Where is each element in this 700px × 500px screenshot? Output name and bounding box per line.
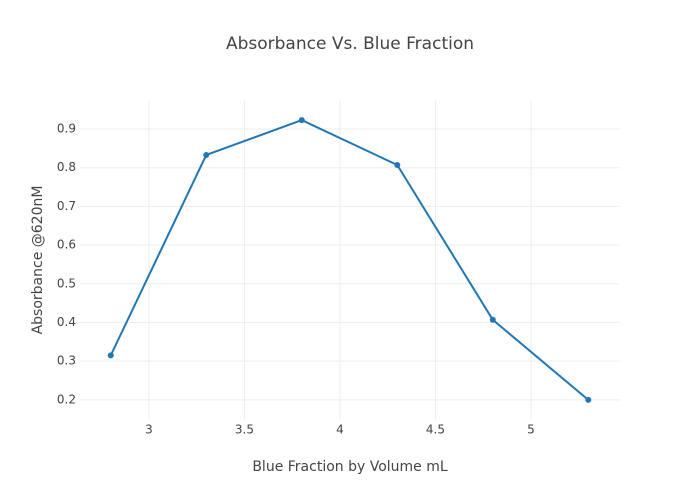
y-tick-label: 0.3 (57, 354, 76, 368)
data-point (585, 396, 592, 403)
y-tick-label: 0.5 (57, 276, 76, 290)
y-axis-title: Absorbance @620nM (30, 186, 46, 335)
x-axis-title: Blue Fraction by Volume mL (252, 459, 448, 475)
x-tick-label: 5 (527, 423, 535, 437)
x-tick-label: 4 (336, 423, 344, 437)
data-point (394, 162, 401, 169)
data-point (107, 352, 114, 359)
y-tick-label: 0.7 (57, 199, 76, 213)
y-tick-label: 0.6 (57, 238, 76, 252)
data-point (298, 117, 305, 124)
y-tick-label: 0.9 (57, 122, 76, 136)
data-line (109, 119, 589, 401)
y-tick-label: 0.2 (57, 392, 76, 406)
x-tick-label: 3.5 (235, 423, 254, 437)
y-tick-label: 0.4 (57, 315, 76, 329)
x-tick-label: 3 (145, 423, 153, 437)
y-tick-label: 0.8 (57, 160, 76, 174)
data-point (203, 151, 210, 158)
data-point (489, 316, 496, 323)
x-tick-label: 4.5 (426, 423, 445, 437)
chart-title: Absorbance Vs. Blue Fraction (226, 34, 474, 54)
